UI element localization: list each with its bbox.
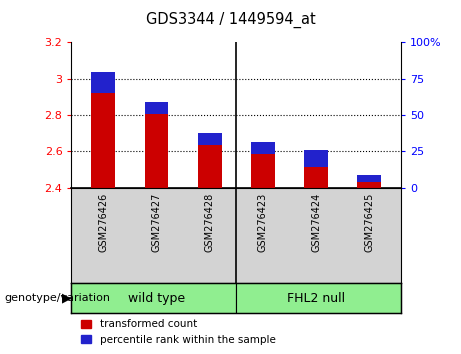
Bar	[251, 142, 275, 188]
Bar	[145, 102, 168, 114]
Text: FHL2 null: FHL2 null	[287, 292, 345, 305]
FancyBboxPatch shape	[236, 283, 401, 313]
Bar	[304, 149, 328, 188]
Bar	[198, 133, 222, 188]
Text: wild type: wild type	[128, 292, 185, 305]
Bar	[91, 72, 115, 188]
Text: ▶: ▶	[62, 292, 71, 305]
Text: GSM276428: GSM276428	[205, 193, 215, 252]
Bar	[304, 149, 328, 167]
Text: GSM276425: GSM276425	[364, 193, 374, 252]
Text: GDS3344 / 1449594_at: GDS3344 / 1449594_at	[146, 11, 315, 28]
Bar	[91, 72, 115, 93]
Bar	[251, 142, 275, 154]
Bar	[357, 175, 381, 188]
Text: GSM276424: GSM276424	[311, 193, 321, 252]
Legend: transformed count, percentile rank within the sample: transformed count, percentile rank withi…	[77, 315, 280, 349]
Text: genotype/variation: genotype/variation	[5, 293, 111, 303]
Bar	[198, 133, 222, 145]
Text: GSM276423: GSM276423	[258, 193, 268, 252]
Bar	[357, 175, 381, 182]
FancyBboxPatch shape	[71, 283, 236, 313]
Bar	[145, 102, 168, 188]
Text: GSM276426: GSM276426	[98, 193, 108, 252]
Text: GSM276427: GSM276427	[152, 193, 161, 252]
